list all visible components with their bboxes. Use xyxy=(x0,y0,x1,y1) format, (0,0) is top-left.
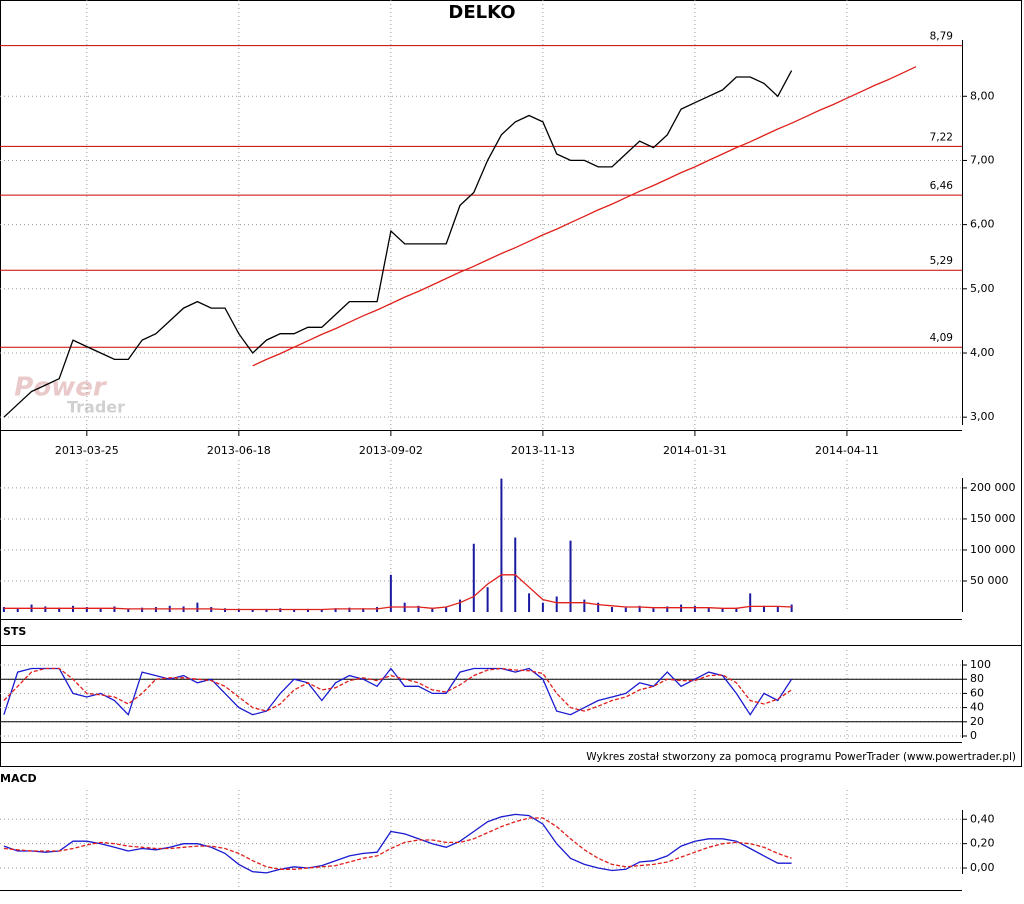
y-tick-label: 0,20 xyxy=(970,837,995,850)
x-tick-label: 2014-04-11 xyxy=(815,444,879,457)
volume-bar xyxy=(362,608,365,612)
volume-bar xyxy=(610,607,613,612)
level-label: 5,29 xyxy=(930,255,953,267)
x-tick-label: 2013-09-02 xyxy=(359,444,423,457)
series-line xyxy=(3,817,792,870)
top-frame xyxy=(0,0,1022,767)
series-line xyxy=(3,813,792,874)
y-tick-label: 8,00 xyxy=(970,89,995,102)
volume-bar xyxy=(306,608,309,612)
volume-bar xyxy=(265,608,268,612)
y-tick-label: 200 000 xyxy=(970,481,1016,494)
volume-bar xyxy=(251,609,254,612)
volume-bar xyxy=(652,608,655,612)
level-label: 4,09 xyxy=(930,332,953,344)
volume-bar xyxy=(141,607,144,612)
y-tick-label: 100 xyxy=(970,658,991,671)
volume-bar xyxy=(500,478,503,612)
volume-bar xyxy=(196,602,199,612)
chart-title: DELKO xyxy=(448,2,515,23)
level-label: 6,46 xyxy=(930,180,954,192)
volume-bar xyxy=(790,604,793,612)
volume-bar xyxy=(431,608,434,612)
y-tick-label: 150 000 xyxy=(970,512,1016,525)
volume-bar xyxy=(763,605,766,612)
volume-bar xyxy=(334,608,337,612)
volume-bar xyxy=(58,607,61,612)
volume-bar xyxy=(638,605,641,612)
volume-bar xyxy=(569,540,572,612)
footer: Wykres został stworzony za pomocą progra… xyxy=(586,751,1016,763)
volume-bar xyxy=(417,605,420,612)
volume-bar xyxy=(445,607,448,612)
volume-bar xyxy=(99,608,102,612)
y-tick-label: 3,00 xyxy=(970,410,995,423)
watermark: Power xyxy=(14,373,108,403)
volume-bar xyxy=(666,606,669,612)
y-tick-label: 80 xyxy=(970,672,984,685)
volume-bar xyxy=(458,599,461,612)
volume-bar xyxy=(237,608,240,612)
y-tick-label: 0,00 xyxy=(970,861,995,874)
y-tick-label: 4,00 xyxy=(970,346,995,359)
volume-bar xyxy=(749,593,752,612)
volume-bar xyxy=(486,587,489,612)
y-tick-label: 20 xyxy=(970,715,984,728)
x-tick-label: 2013-06-18 xyxy=(207,444,271,457)
x-tick-label: 2013-11-13 xyxy=(511,444,575,457)
level-label: 8,79 xyxy=(930,31,953,43)
volume-bar xyxy=(44,606,47,612)
volume-bar xyxy=(541,602,544,612)
volume-bar xyxy=(693,605,696,612)
volume-bar xyxy=(16,608,19,612)
volume-bar xyxy=(389,574,392,612)
volume-bar xyxy=(707,607,710,612)
volume-bar xyxy=(348,607,351,612)
y-tick-label: 5,00 xyxy=(970,282,995,295)
volume-bar xyxy=(528,593,531,612)
y-tick-label: 7,00 xyxy=(970,153,995,166)
panel-title: MACD xyxy=(0,772,37,785)
volume-bar xyxy=(2,607,5,612)
panel-title: STS xyxy=(3,625,26,638)
y-tick-label: 40 xyxy=(970,701,984,714)
volume-bar xyxy=(85,607,88,612)
volume-bar xyxy=(624,607,627,612)
volume-bar xyxy=(555,596,558,612)
y-tick-label: 0,40 xyxy=(970,812,995,825)
level-label: 7,22 xyxy=(930,131,953,143)
volume-bar xyxy=(127,608,130,612)
x-tick-label: 2014-01-31 xyxy=(663,444,727,457)
volume-bar xyxy=(472,543,475,612)
series-line xyxy=(3,667,792,712)
volume-bar xyxy=(597,602,600,612)
watermark: Trader xyxy=(67,398,125,417)
volume-bar xyxy=(721,608,724,612)
volume-bar xyxy=(583,599,586,612)
series-line xyxy=(3,574,792,611)
volume-bar xyxy=(735,607,738,612)
volume-bar xyxy=(113,606,116,612)
y-tick-label: 60 xyxy=(970,686,984,699)
volume-bar xyxy=(776,607,779,612)
y-tick-label: 100 000 xyxy=(970,543,1016,556)
series-line xyxy=(3,667,793,716)
volume-bar xyxy=(320,609,323,612)
x-tick-label: 2013-03-25 xyxy=(55,444,119,457)
series-line xyxy=(252,66,917,367)
volume-bar xyxy=(293,609,296,612)
series-line xyxy=(3,70,793,418)
y-tick-label: 0 xyxy=(970,729,977,742)
y-tick-label: 50 000 xyxy=(970,574,1009,587)
y-tick-label: 6,00 xyxy=(970,218,995,231)
